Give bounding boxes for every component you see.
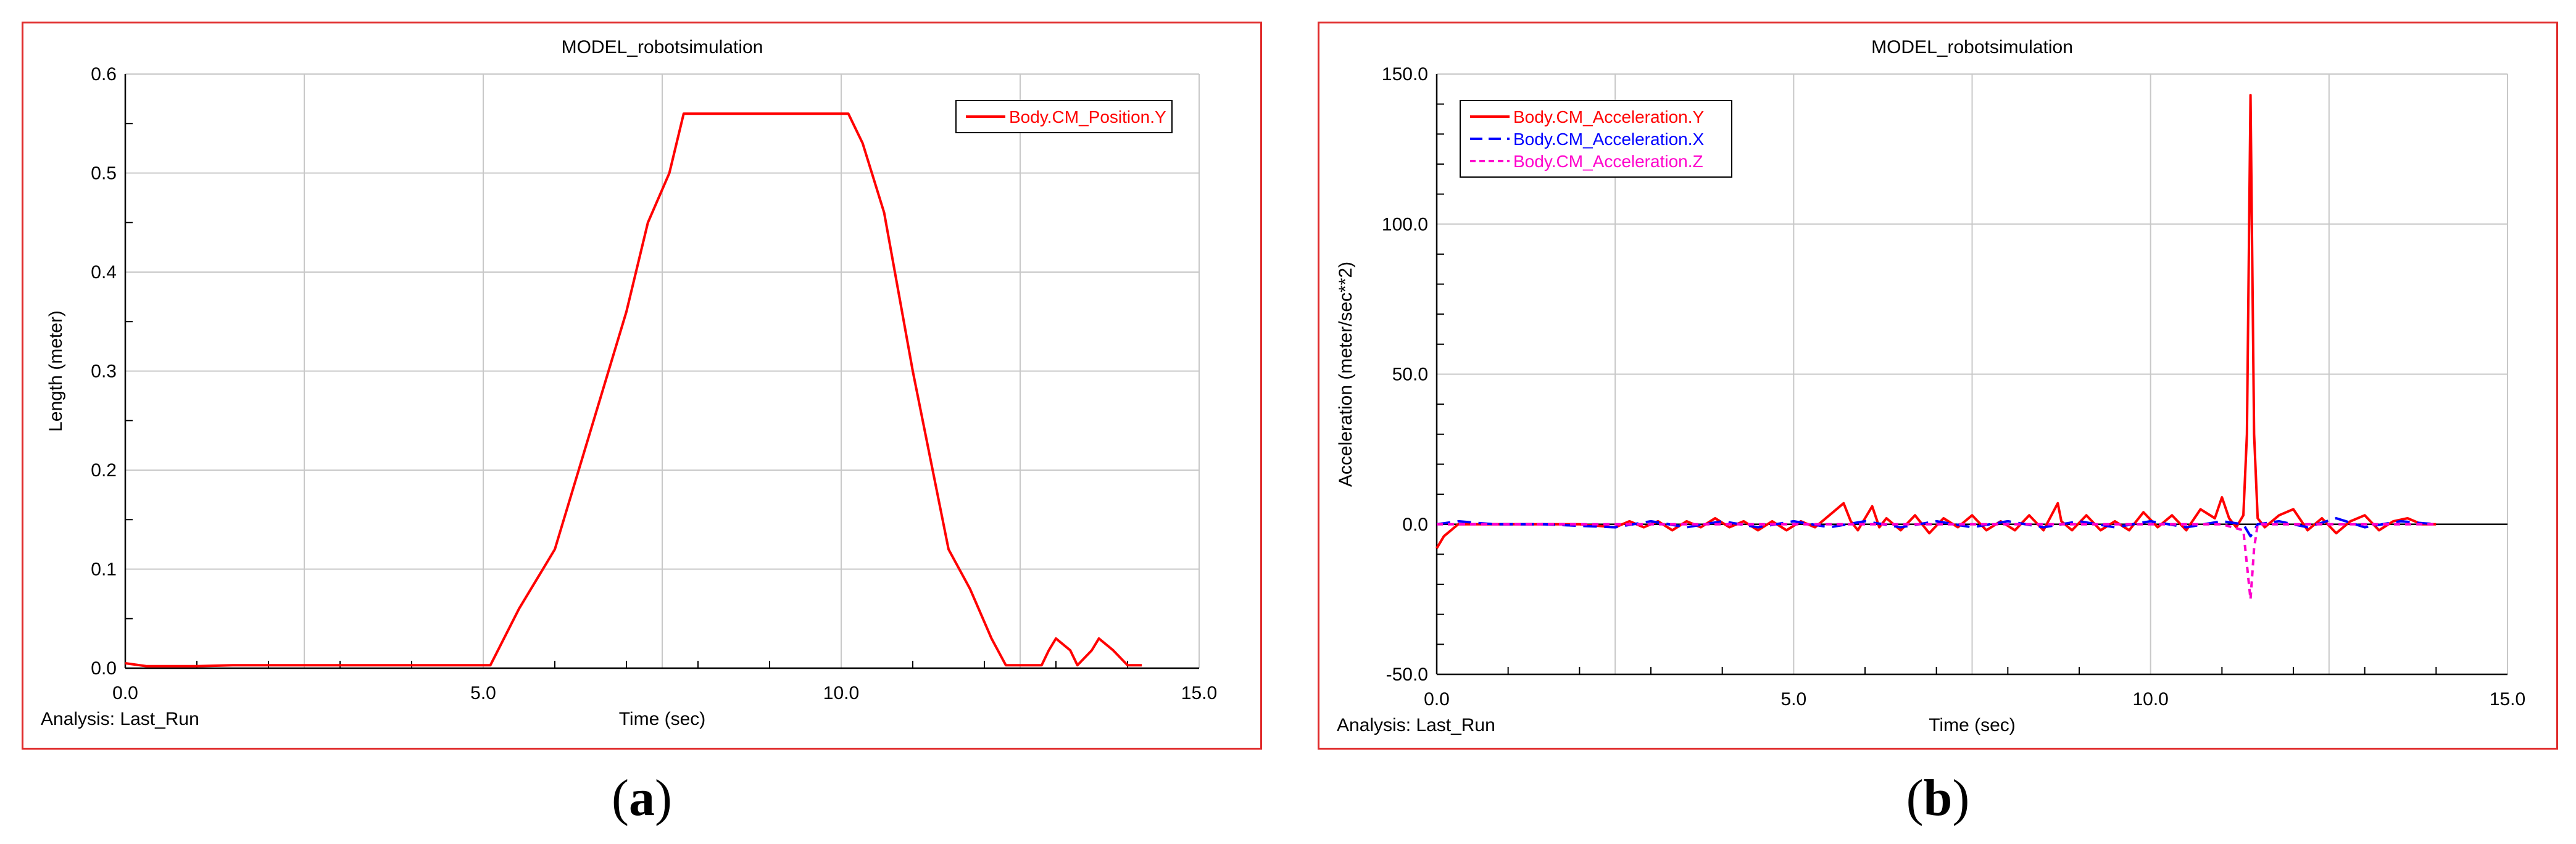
caption-a: (a) [612, 769, 672, 827]
caption-letter-b: b [1923, 769, 1953, 827]
x-tick-label: 5.0 [1780, 689, 1806, 710]
y-tick-label: 50.0 [1392, 365, 1428, 385]
x-tick-label: 15.0 [1181, 683, 1217, 703]
y-tick-label: 0.4 [91, 262, 117, 283]
y-tick-label: 0.3 [91, 362, 117, 382]
chart-b: 0.0 5.0 10.0 15.0 -50.0 0.0 50.0 100.0 150.0 MODE… [1336, 37, 2525, 735]
y-tick-label: 150.0 [1382, 64, 1428, 85]
legend-label-1: Body.CM_Position.Y [1009, 107, 1166, 126]
x-tick-label: 10.0 [2132, 689, 2168, 710]
y-tick-label: 0.0 [1402, 515, 1428, 535]
series-line-3 [1437, 523, 2437, 601]
y-tick-label: 0.0 [91, 658, 117, 679]
legend-box [1460, 100, 1732, 178]
x-tick-label: 0.0 [1424, 689, 1450, 710]
x-tick-label: 15.0 [2490, 689, 2525, 710]
series-line-2 [1436, 517, 2437, 538]
analysis-label: Analysis: Last_Run [1337, 715, 1495, 735]
x-axis-label: Time (sec) [619, 709, 706, 729]
series-line-1 [1435, 94, 2437, 549]
y-tick-label: 0.6 [91, 64, 117, 85]
legend-label-1: Body.CM_Acceleration.Y [1513, 107, 1705, 126]
y-tick-label: 100.0 [1382, 214, 1428, 234]
y-axis-label: Acceleration (meter/sec**2) [1336, 262, 1356, 487]
series-line-1 [125, 112, 1142, 668]
chart-title: MODEL_robotsimulation [1871, 37, 2073, 57]
legend-label-3: Body.CM_Acceleration.Z [1513, 152, 1703, 171]
y-axis-label: Length (meter) [46, 310, 66, 432]
legend-label-2: Body.CM_Acceleration.X [1513, 130, 1705, 149]
chart-panel-a: 0.0 5.0 10.0 15.0 0.0 0.1 0.2 0.3 0.4 0.5 0.6 MODEL… [22, 22, 1262, 750]
y-tick-label: -50.0 [1386, 664, 1428, 685]
chart-title: MODEL_robotsimulation [562, 37, 763, 57]
analysis-label: Analysis: Last_Run [41, 709, 199, 729]
x-tick-label: 0.0 [112, 683, 138, 703]
y-tick-label: 0.5 [91, 163, 117, 184]
y-tick-label: 0.1 [91, 560, 117, 580]
y-tick-label: 0.2 [91, 460, 117, 481]
caption-letter-a: a [629, 769, 655, 827]
caption-b: (b) [1906, 769, 1970, 827]
x-tick-label: 5.0 [470, 683, 496, 703]
x-axis-label: Time (sec) [1929, 715, 2016, 735]
x-tick-label: 10.0 [823, 683, 859, 703]
chart-a: 0.0 5.0 10.0 15.0 0.0 0.1 0.2 0.3 0.4 0.5 0.6 MODEL… [41, 37, 1217, 729]
chart-panel-b: 0.0 5.0 10.0 15.0 -50.0 0.0 50.0 100.0 150.0 MODE… [1318, 22, 2558, 750]
